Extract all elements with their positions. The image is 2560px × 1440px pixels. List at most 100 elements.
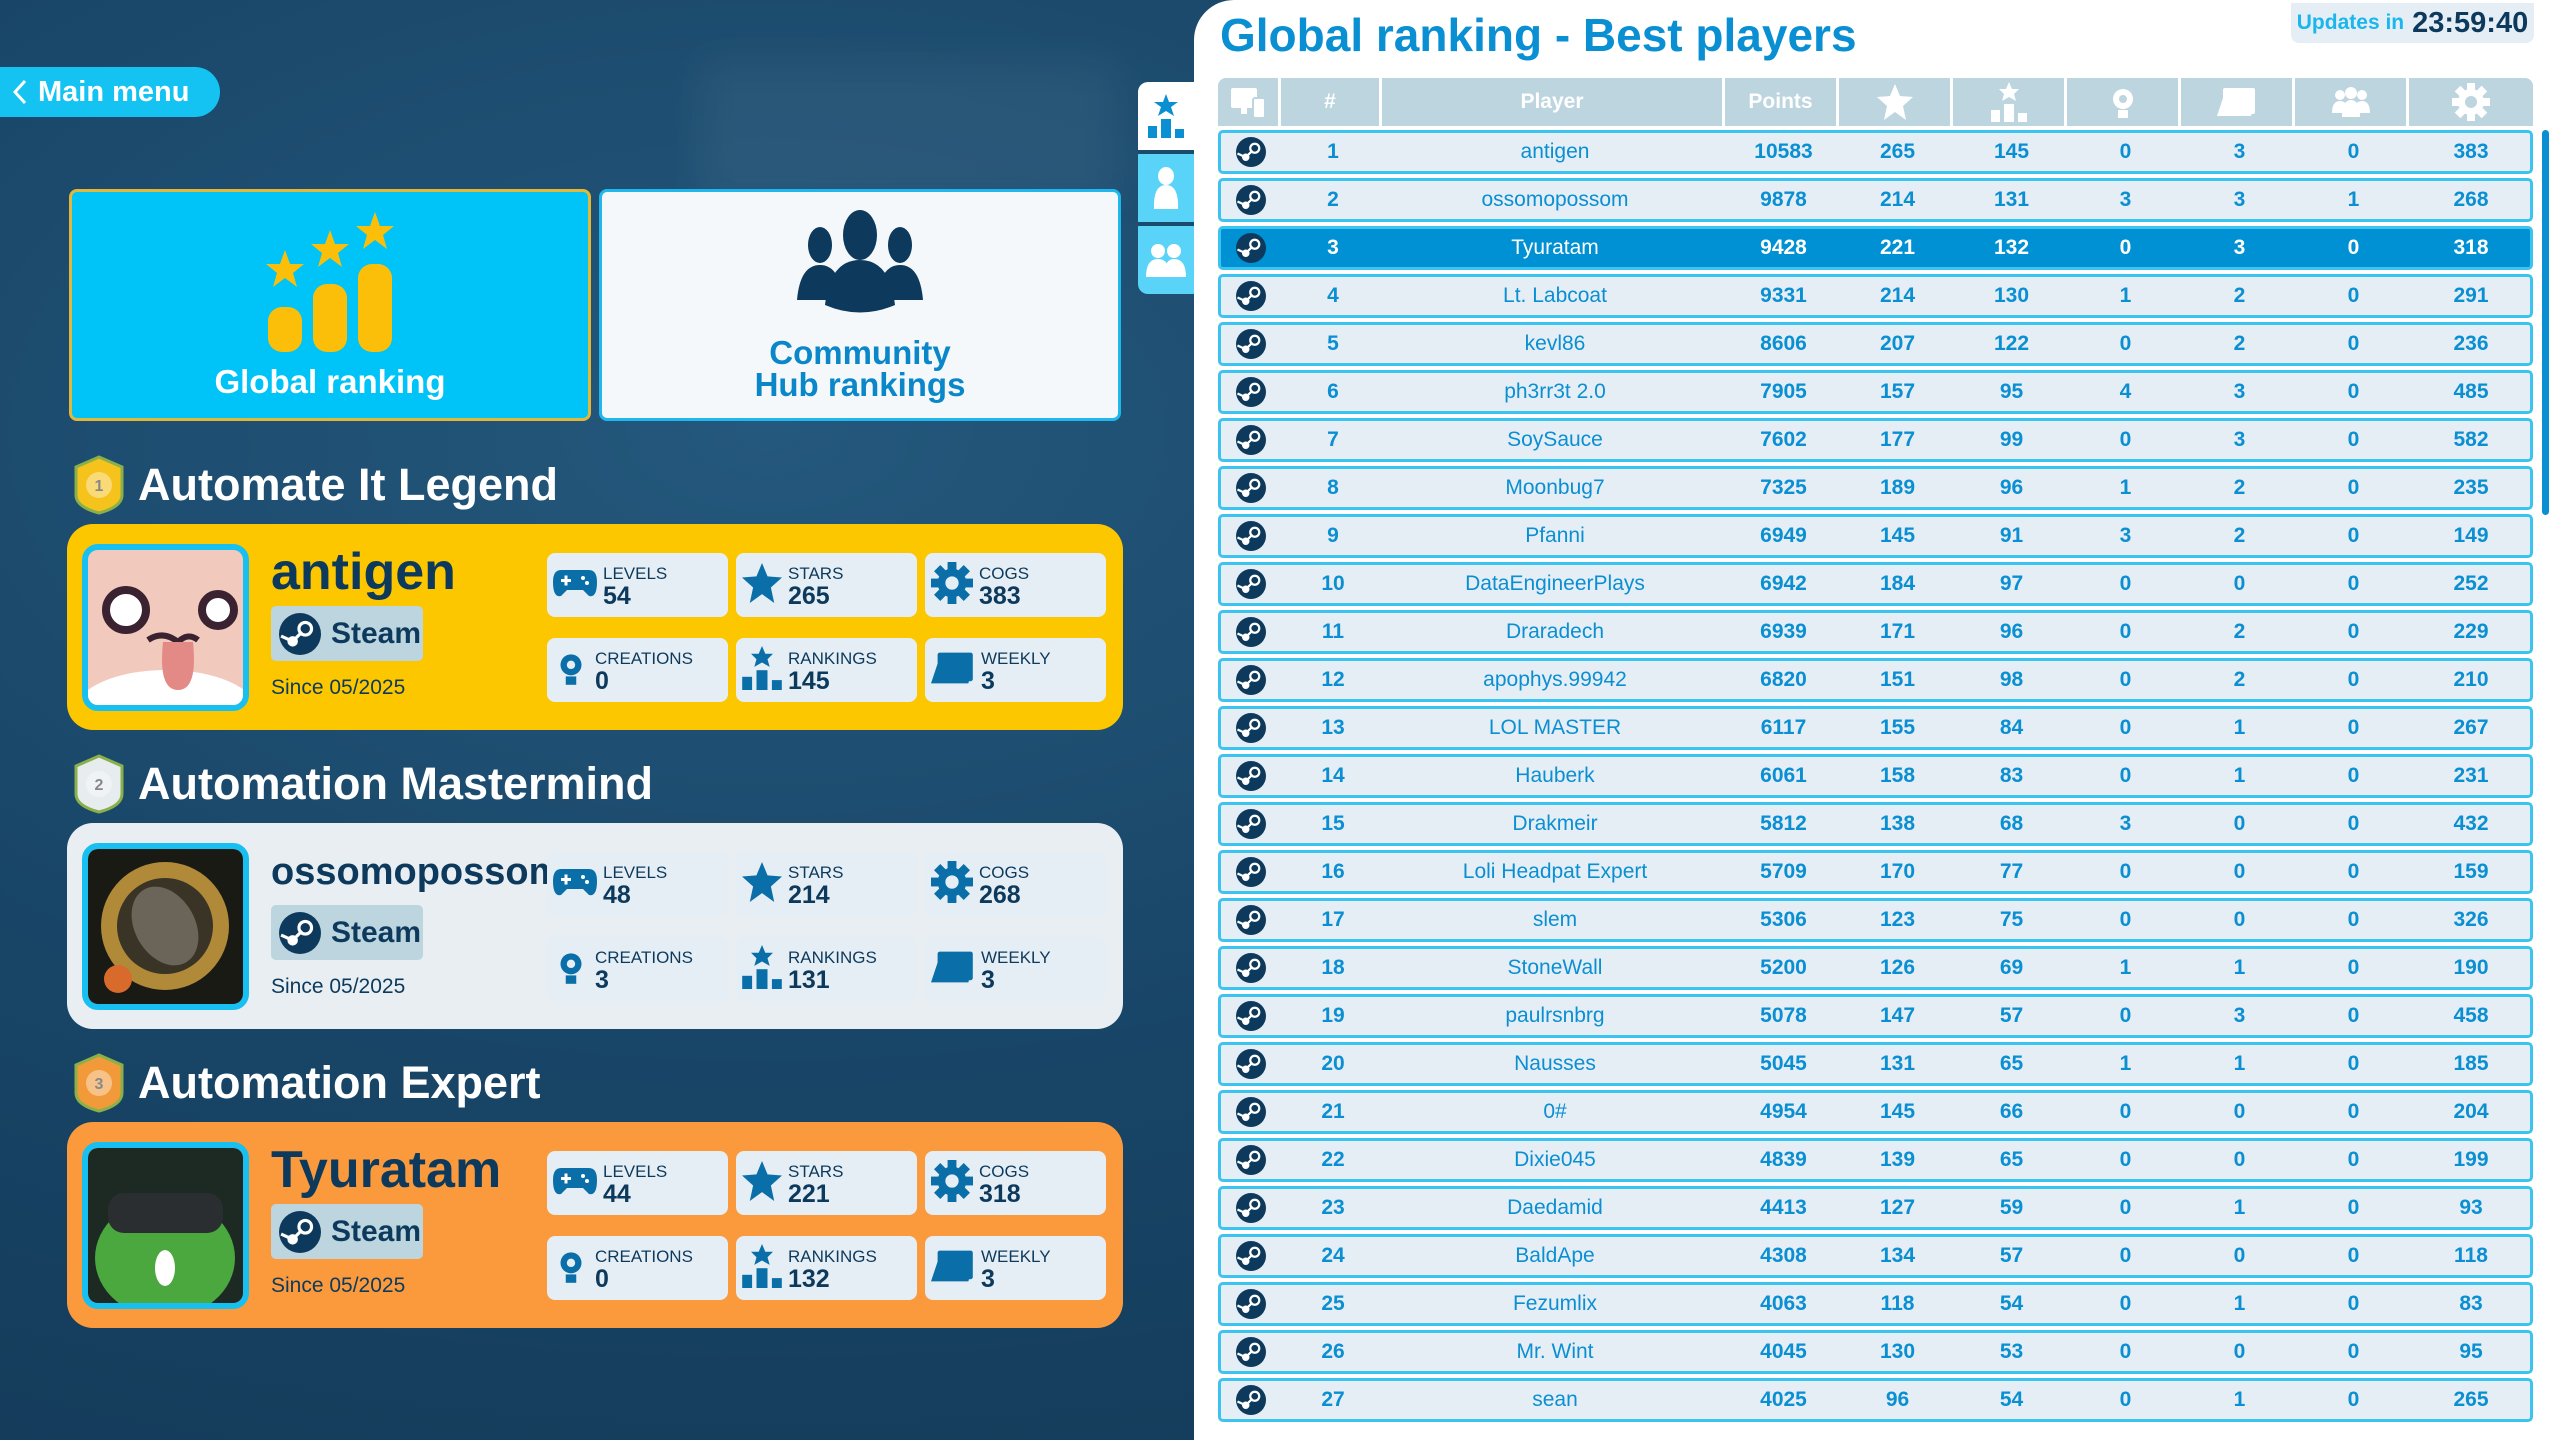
cell-stars: 118	[1880, 1292, 1915, 1315]
table-row[interactable]: 26 Mr. Wint 4045 130 53 0 0 0 95	[1218, 1330, 2533, 1374]
cell-points: 6061	[1760, 764, 1807, 787]
table-row[interactable]: 16 Loli Headpat Expert 5709 170 77 0 0 0 159	[1218, 850, 2533, 894]
table-row[interactable]: 7 SoySauce 7602 177 99 0 3 0 582	[1218, 418, 2533, 462]
cell-stars: 145	[1879, 524, 1916, 547]
stat-cogs: COGS 383	[925, 553, 1106, 617]
cell-weekly: 3	[2233, 236, 2246, 259]
stat-label: COGS	[979, 863, 1030, 882]
cell-creations: 0	[2119, 428, 2132, 451]
header-rank[interactable]: #	[1281, 78, 1379, 126]
cell-weekly: 3	[2233, 140, 2246, 163]
platform-label: Steam	[331, 1214, 422, 1248]
header-platform[interactable]	[1218, 78, 1278, 126]
table-row[interactable]: 15 Drakmeir 5812 138 68 3 0 0 432	[1218, 802, 2533, 846]
cell-points: 4063	[1760, 1292, 1807, 1315]
table-row[interactable]: 6 ph3rr3t 2.0 7905 157 95 4 3 0 485	[1218, 370, 2533, 414]
steam-profile-button[interactable]: Steam	[271, 905, 423, 960]
table-row[interactable]: 27 sean 4025 96 54 0 1 0 265	[1218, 1378, 2533, 1422]
cell-rankings: 91	[1999, 524, 2024, 547]
table-row[interactable]: 22 Dixie045 4839 139 65 0 0 0 199	[1218, 1138, 2533, 1182]
header-creations[interactable]	[2067, 78, 2178, 126]
stat-label: RANKINGS	[788, 948, 877, 967]
cell-community: 0	[2347, 860, 2360, 883]
steam-icon	[279, 1210, 321, 1253]
table-row[interactable]: 23 Daedamid 4413 127 59 0 1 0 93	[1218, 1186, 2533, 1230]
gamepad-icon	[553, 568, 597, 603]
panel-title: Global ranking - Best players	[1220, 9, 1857, 61]
ranking-panel: Global ranking - Best players Updates in…	[1194, 0, 2560, 1440]
header-community[interactable]	[2295, 78, 2406, 126]
table-scrollbar[interactable]	[2542, 130, 2549, 515]
cell-stars: 126	[1879, 956, 1916, 979]
table-row[interactable]: 5 kevl86 8606 207 122 0 2 0 236	[1218, 322, 2533, 366]
tier-title: Automation Expert	[138, 1057, 541, 1108]
platform-cell	[1221, 185, 1281, 215]
cell-creations: 0	[2119, 140, 2132, 163]
table-row[interactable]: 4 Lt. Labcoat 9331 214 130 1 2 0 291	[1218, 274, 2533, 318]
podium-player-card[interactable]: Tyuratam Steam Since 05/2025 LEVELS 44 STAR…	[67, 1122, 1123, 1328]
stat-value: 3	[981, 966, 995, 994]
header-points[interactable]: Points	[1725, 78, 1836, 126]
main-menu-button[interactable]: Main menu	[0, 67, 220, 117]
cell-player: Mr. Wint	[1516, 1340, 1594, 1363]
table-row[interactable]: 18 StoneWall 5200 126 69 1 1 0 190	[1218, 946, 2533, 990]
header-cogs[interactable]	[2409, 78, 2533, 126]
table-row[interactable]: 9 Pfanni 6949 145 91 3 2 0 149	[1218, 514, 2533, 558]
table-row[interactable]: 3 Tyuratam 9428 221 132 0 3 0 318	[1218, 226, 2533, 270]
cell-creations: 1	[2119, 1052, 2132, 1075]
tab-friends[interactable]	[1138, 226, 1194, 294]
table-row[interactable]: 2 ossomopossom 9878 214 131 3 3 1 268	[1218, 178, 2533, 222]
table-row[interactable]: 1 antigen 10583 265 145 0 3 0 383	[1218, 130, 2533, 174]
table-row[interactable]: 14 Hauberk 6061 158 83 0 1 0 231	[1218, 754, 2533, 798]
stat-weekly: WEEKLY 3	[925, 937, 1106, 1001]
header-weekly[interactable]	[2181, 78, 2292, 126]
cell-weekly: 3	[2233, 380, 2246, 403]
table-row[interactable]: 21 0# 4954 145 66 0 0 0 204	[1218, 1090, 2533, 1134]
table-row[interactable]: 13 LOL MASTER 6117 155 84 0 1 0 267	[1218, 706, 2533, 750]
table-row[interactable]: 20 Nausses 5045 131 65 1 1 0 185	[1218, 1042, 2533, 1086]
tab-global-podium[interactable]	[1138, 82, 1194, 150]
header-stars[interactable]	[1839, 78, 1950, 126]
platform-cell	[1221, 137, 1281, 167]
global-ranking-button[interactable]: Global ranking	[69, 189, 591, 421]
table-row[interactable]: 25 Fezumlix 4063 118 54 0 1 0 83	[1218, 1282, 2533, 1326]
steam-profile-button[interactable]: Steam	[271, 606, 423, 661]
cell-rank: 11	[1321, 620, 1345, 643]
table-row[interactable]: 24 BaldApe 4308 134 57 0 0 0 118	[1218, 1234, 2533, 1278]
tab-personal[interactable]	[1138, 154, 1194, 222]
podium-player-card[interactable]: ossomopossom Steam Since 05/2025 LEVELS 48…	[67, 823, 1123, 1029]
table-row[interactable]: 12 apophys.99942 6820 151 98 0 2 0 210	[1218, 658, 2533, 702]
cell-weekly: 0	[2233, 1340, 2246, 1363]
cell-rankings: 96	[1999, 476, 2024, 499]
chevron-left-icon	[12, 79, 27, 105]
member-since: Since 05/2025	[271, 975, 406, 998]
cell-rankings: 96	[1999, 620, 2024, 643]
header-player[interactable]: Player	[1382, 78, 1722, 126]
cell-points: 5709	[1760, 860, 1807, 883]
cell-cogs: 210	[2453, 668, 2489, 691]
table-row[interactable]: 17 slem 5306 123 75 0 0 0 326	[1218, 898, 2533, 942]
steam-icon	[1236, 713, 1266, 743]
medal-number: 1	[95, 478, 104, 495]
cell-rankings: 65	[1999, 1148, 2024, 1171]
header-rankings[interactable]	[1953, 78, 2064, 126]
cell-stars: 138	[1879, 812, 1916, 835]
cell-cogs: 268	[2453, 188, 2489, 211]
platform-cell	[1221, 1193, 1281, 1223]
cell-player: LOL MASTER	[1488, 716, 1622, 739]
podium-player-card[interactable]: antigen Steam Since 05/2025 LEVELS 54 STARS…	[67, 524, 1123, 730]
community-hub-rankings-button[interactable]: Community Hub rankings	[599, 189, 1121, 421]
cog-icon	[931, 860, 973, 908]
gamepad-icon	[553, 1166, 597, 1201]
cell-stars: 134	[1879, 1244, 1916, 1267]
tier-title: Automate It Legend	[138, 459, 559, 510]
table-row[interactable]: 19 paulrsnbrg 5078 147 57 0 3 0 458	[1218, 994, 2533, 1038]
cell-creations: 0	[2119, 1340, 2132, 1363]
table-row[interactable]: 11 Draradech 6939 171 96 0 2 0 229	[1218, 610, 2533, 654]
platform-cell	[1221, 1337, 1281, 1367]
table-row[interactable]: 10 DataEngineerPlays 6942 184 97 0 0 0 252	[1218, 562, 2533, 606]
cell-rankings: 145	[1993, 140, 2030, 163]
table-row[interactable]: 8 Moonbug7 7325 189 96 1 2 0 235	[1218, 466, 2533, 510]
steam-profile-button[interactable]: Steam	[271, 1204, 423, 1259]
cell-cogs: 149	[2453, 524, 2489, 547]
